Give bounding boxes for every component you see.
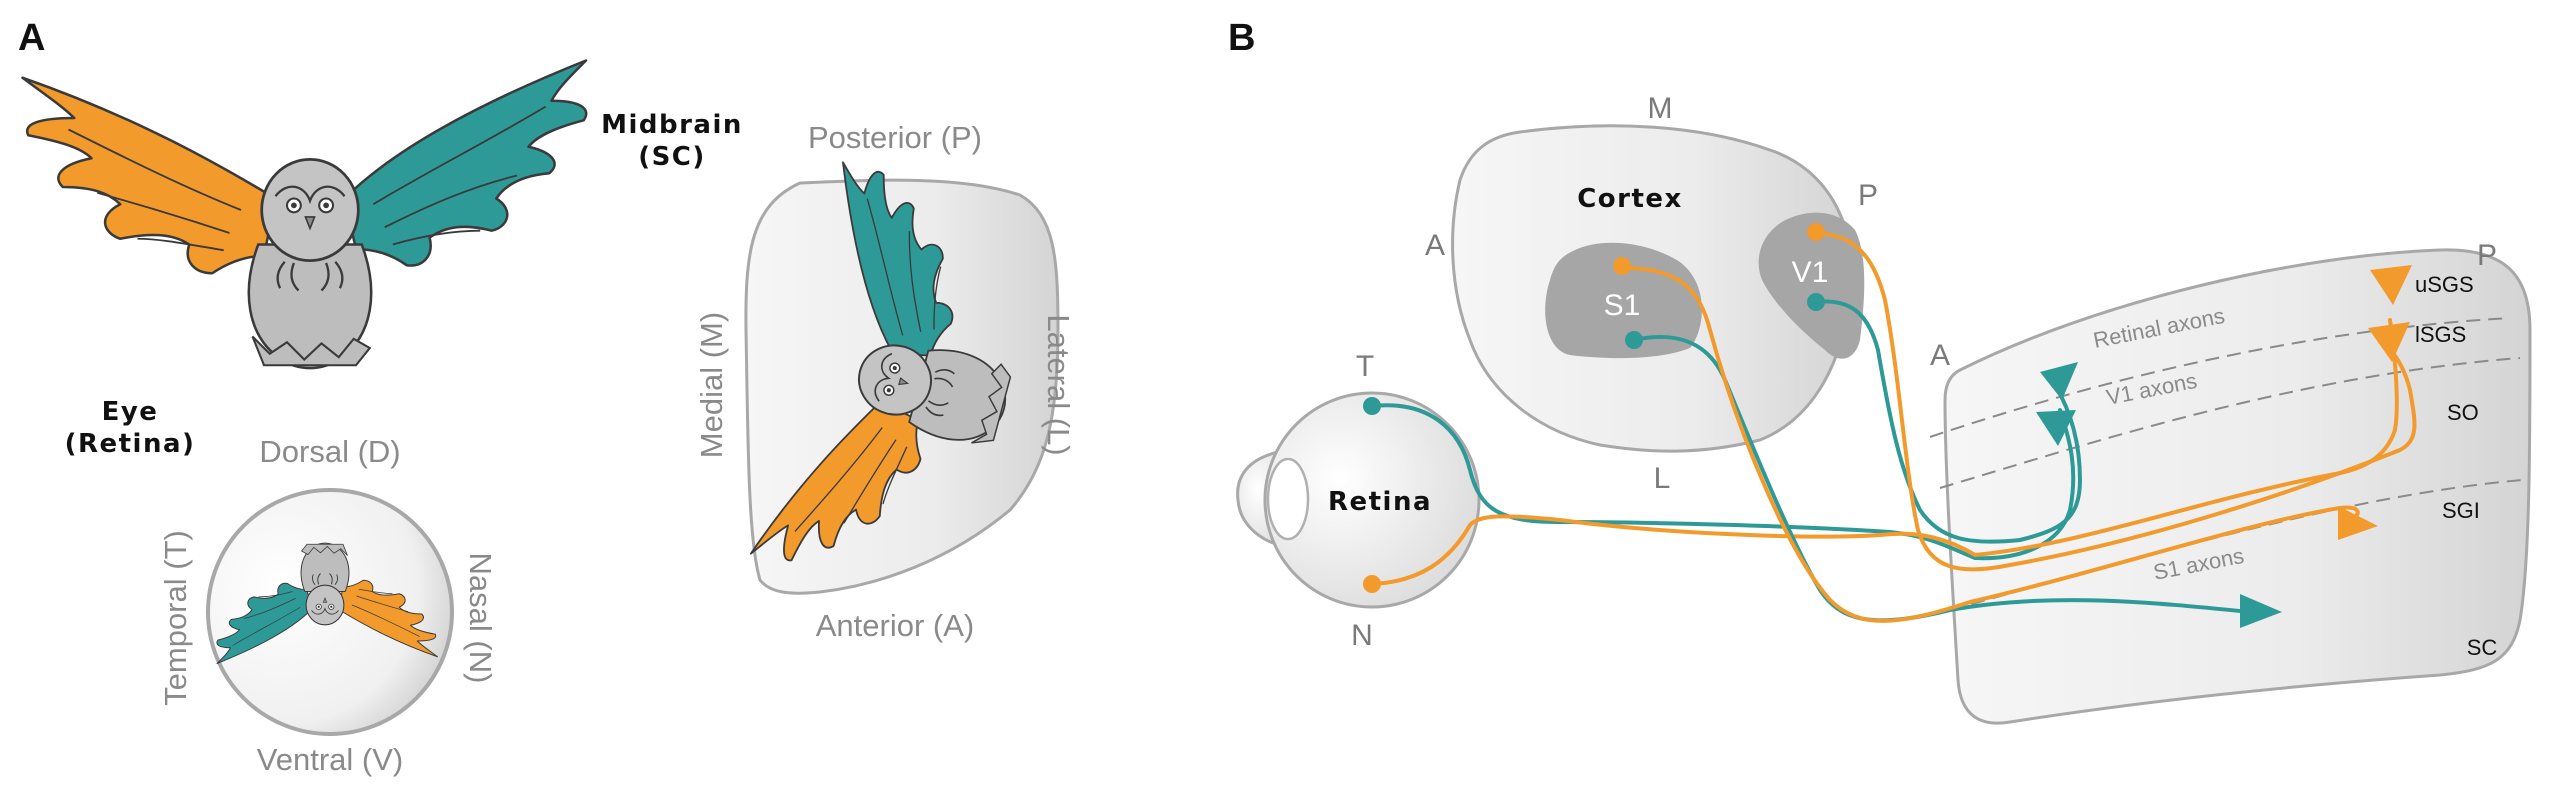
- retinal-terminal-teal: [2040, 362, 2078, 400]
- s1-axon-orange-path: [1628, 266, 2360, 623]
- s1-terminal-orange: [2338, 506, 2378, 540]
- sc-layer-lsgs: lSGS: [2415, 322, 2466, 347]
- sc-layer-boundaries: [1929, 317, 2523, 611]
- retina-axis-n: N: [1351, 619, 1373, 652]
- eye-title-line2: (Retina): [65, 429, 196, 459]
- cortex-axis-a: A: [1425, 229, 1445, 262]
- cortex-title: Cortex: [1577, 184, 1683, 214]
- retina-title: Retina: [1328, 487, 1432, 517]
- cortex-axis-p: P: [1858, 179, 1878, 212]
- owl-icon: [21, 59, 588, 370]
- sc-layer-usgs: uSGS: [2415, 272, 2474, 297]
- v1-terminal-teal: [2036, 410, 2076, 446]
- sc-axis-posterior: Posterior (P): [808, 120, 982, 155]
- s1-soma-orange: [1613, 257, 1631, 275]
- retina-soma-teal: [1363, 397, 1381, 415]
- s1-label: S1: [1604, 289, 1641, 322]
- panel-a: A Midbrain (SC) Posterior (P) Anterior (…: [18, 17, 1076, 777]
- retina-eye: [1236, 391, 1481, 609]
- sc-axis-a: A: [1930, 339, 1950, 372]
- sc-outline: [1943, 248, 2532, 725]
- s1-soma-teal: [1625, 331, 1643, 349]
- v1-soma-orange: [1807, 223, 1825, 241]
- retina-axis-ventral: Ventral (V): [257, 742, 403, 777]
- eye-title-line1: Eye: [102, 397, 159, 427]
- v1-soma-teal: [1807, 293, 1825, 311]
- sc-axis-p: P: [2477, 239, 2497, 272]
- midbrain-title-line2: (SC): [638, 142, 706, 172]
- panel-b-letter: B: [1228, 17, 1255, 59]
- v1-axon-orange-path: [1820, 232, 2417, 572]
- cortex-axis-m: M: [1648, 92, 1673, 125]
- retina-axis-t: T: [1356, 350, 1374, 383]
- sc-name: SC: [2467, 635, 2498, 660]
- retina-axis-temporal: Temporal (T): [158, 530, 193, 706]
- v1-label: V1: [1792, 256, 1829, 289]
- sc-axis-anterior: Anterior (A): [816, 608, 974, 643]
- retina-axis-dorsal: Dorsal (D): [259, 434, 400, 469]
- retina-soma-orange: [1363, 575, 1381, 593]
- cortex-axis-l: L: [1654, 462, 1671, 495]
- sc-axis-lateral: Lateral (L): [1041, 314, 1076, 455]
- panel-a-letter: A: [18, 17, 45, 59]
- panel-b: B Cortex M A P L S1 V1 Retina T N A P SC: [1228, 17, 2532, 725]
- s1-terminal-teal: [2240, 594, 2282, 628]
- retina-axis-nasal: Nasal (N): [463, 553, 498, 684]
- retinal-axon-orange-path: [1370, 318, 2399, 586]
- retinal-terminal-orange: [2370, 265, 2412, 305]
- v1-axon-teal-path: [1816, 299, 2083, 544]
- midbrain-title-line1: Midbrain: [601, 110, 743, 140]
- sc-axis-medial: Medial (M): [694, 312, 729, 458]
- sc-layer-so: SO: [2447, 400, 2479, 425]
- v1-terminal-orange: [2368, 322, 2410, 362]
- sc-layer-sgi: SGI: [2442, 498, 2480, 523]
- v1-area: [1758, 212, 1865, 359]
